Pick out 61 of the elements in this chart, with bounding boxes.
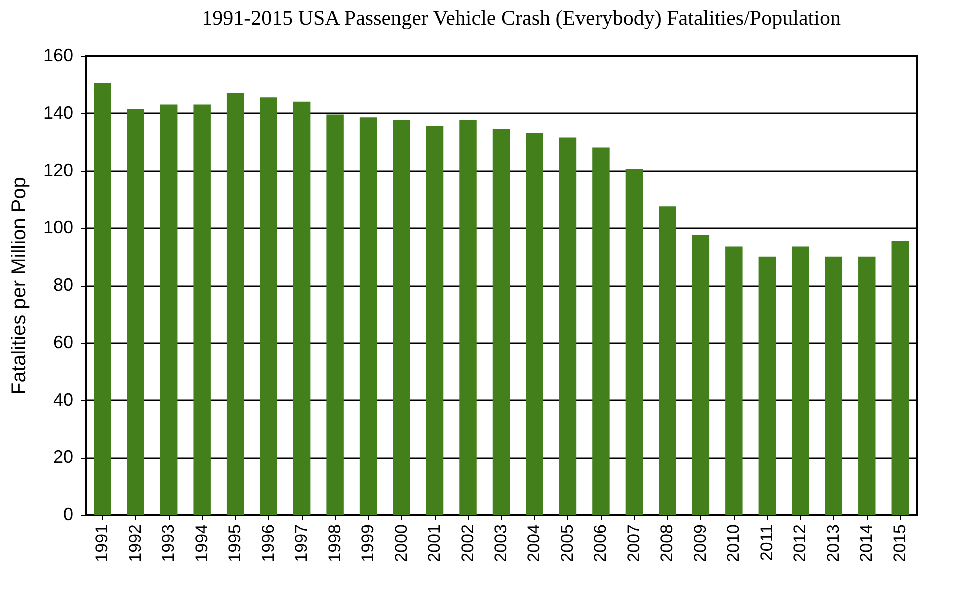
- bar: [160, 104, 178, 515]
- y-tick-label: 140: [43, 102, 74, 123]
- chart-title: 1991-2015 USA Passenger Vehicle Crash (Everybody) Fatalities/Population: [202, 6, 842, 30]
- y-tick-label: 0: [63, 504, 74, 524]
- bar: [226, 93, 244, 515]
- bar: [526, 133, 544, 515]
- x-tick-label: 2005: [558, 524, 577, 562]
- x-tick-label: 2013: [824, 524, 843, 562]
- x-tick-label: 1993: [159, 524, 178, 562]
- bar: [726, 246, 743, 515]
- y-tick-label: 60: [53, 332, 74, 352]
- bar: [659, 206, 676, 515]
- x-tick-label: 1998: [325, 524, 344, 562]
- x-tick-label: 2012: [790, 524, 810, 562]
- bar: [127, 109, 144, 515]
- bar: [293, 102, 311, 515]
- bar: [858, 256, 876, 515]
- y-tick-label: 120: [43, 160, 74, 180]
- y-tick-label: 160: [43, 46, 74, 66]
- x-tick-label: 1995: [226, 524, 245, 562]
- bar: [825, 256, 843, 515]
- x-tick-label: 1997: [292, 524, 312, 562]
- bar: [892, 241, 909, 515]
- x-tick-label: 2007: [624, 524, 644, 562]
- bar: [326, 114, 344, 515]
- x-tick-label: 1991: [92, 524, 112, 562]
- bar: [559, 138, 577, 515]
- bar: [260, 98, 278, 515]
- x-tick-label: 1992: [126, 524, 145, 562]
- x-tick-label: 1994: [192, 524, 212, 562]
- bar: [194, 104, 211, 515]
- x-tick-label: 2004: [524, 524, 544, 562]
- x-tick-label: 2011: [757, 524, 776, 562]
- bar: [460, 120, 477, 515]
- x-tick-label: 2000: [392, 524, 411, 562]
- bar: [692, 235, 710, 515]
- bar: [426, 126, 444, 515]
- bar: [94, 83, 112, 515]
- x-tick-label: 2008: [658, 524, 677, 562]
- x-tick-label: 1996: [258, 524, 278, 562]
- bar: [792, 246, 810, 515]
- y-tick-label: 40: [53, 390, 74, 410]
- x-tick-label: 2014: [857, 524, 876, 562]
- bar: [626, 169, 644, 515]
- y-axis-title: Fatalities per Million Pop: [8, 177, 30, 395]
- x-tick-label: 2015: [890, 524, 910, 562]
- x-tick-label: 2001: [425, 524, 444, 562]
- bar: [360, 118, 378, 515]
- y-tick-label: 20: [53, 447, 74, 468]
- bar: [592, 148, 610, 515]
- bar: [393, 120, 410, 515]
- bar: [492, 129, 510, 515]
- x-tick-label: 2006: [591, 524, 610, 562]
- bar: [758, 256, 776, 515]
- x-tick-label: 2009: [690, 524, 710, 562]
- x-tick-label: 2003: [492, 524, 510, 562]
- x-tick-label: 2002: [458, 524, 478, 562]
- x-tick-label: 1999: [358, 524, 378, 562]
- y-tick-label: 80: [53, 275, 74, 295]
- x-tick-label: 2010: [724, 524, 744, 562]
- y-tick-label: 100: [43, 218, 74, 238]
